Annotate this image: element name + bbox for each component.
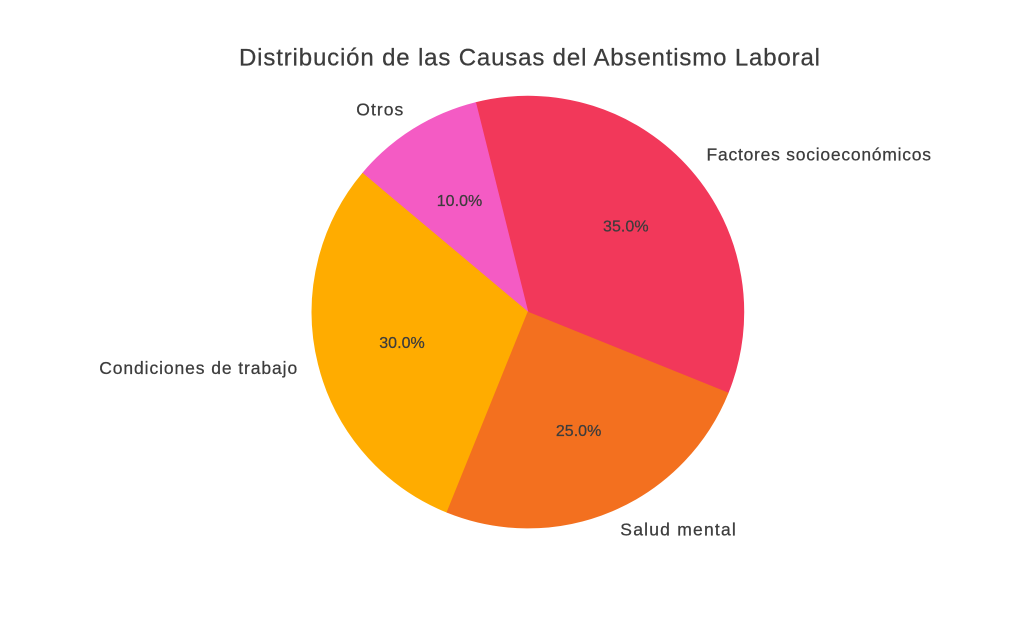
svg-text:10.0%: 10.0% <box>437 193 483 210</box>
svg-text:25.0%: 25.0% <box>556 423 602 440</box>
svg-text:Salud mental: Salud mental <box>620 520 736 540</box>
svg-text:Distribución de las Causas del: Distribución de las Causas del Absentism… <box>239 45 820 72</box>
svg-text:Otros: Otros <box>356 100 403 120</box>
svg-text:30.0%: 30.0% <box>379 335 425 352</box>
svg-text:Condiciones de trabajo: Condiciones de trabajo <box>99 358 297 378</box>
svg-text:35.0%: 35.0% <box>603 218 649 235</box>
svg-text:Factores socioeconómicos: Factores socioeconómicos <box>707 145 932 165</box>
